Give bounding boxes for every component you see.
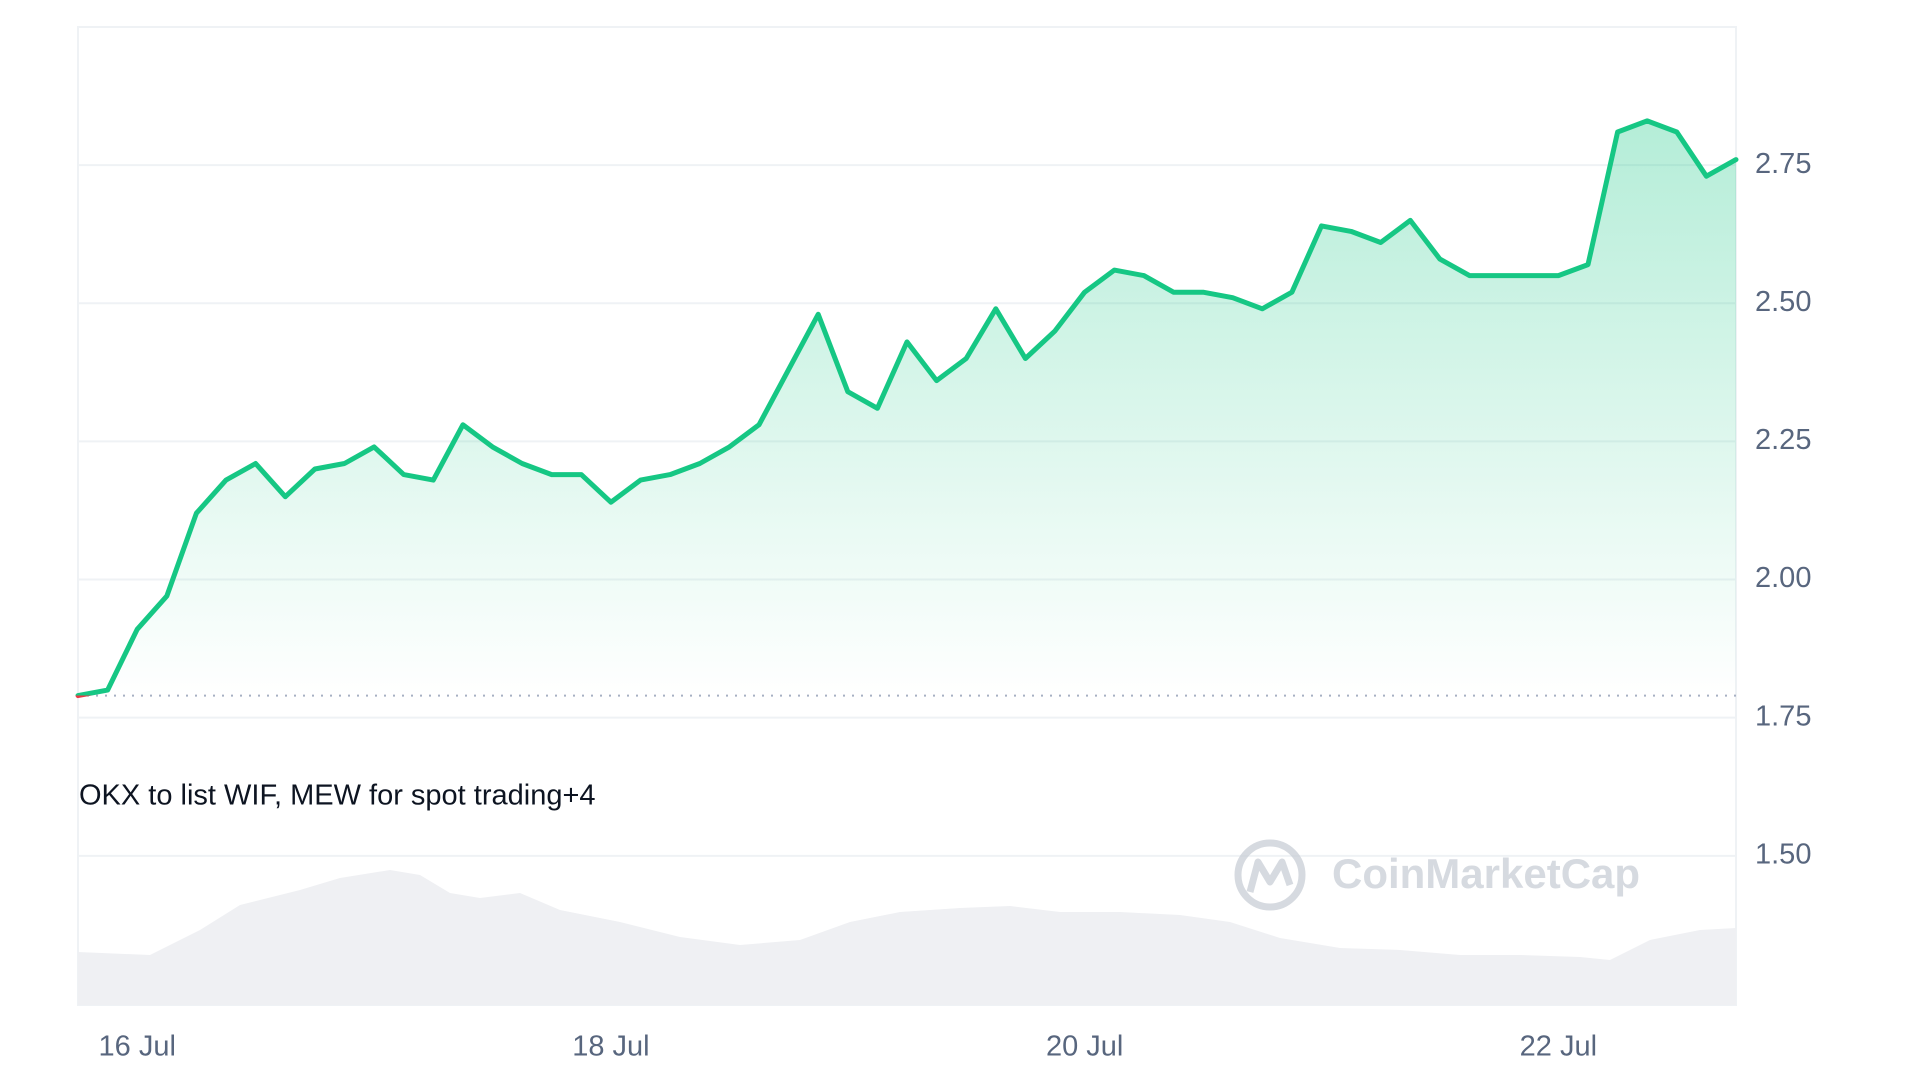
volume-area	[78, 870, 1736, 1005]
y-tick-label: 2.50	[1755, 286, 1811, 318]
watermark-text: CoinMarketCap	[1332, 850, 1640, 897]
x-tick-label: 22 Jul	[1520, 1031, 1597, 1063]
y-tick-label: 2.75	[1755, 148, 1811, 180]
watermark-logo-mark	[1246, 858, 1294, 893]
watermark: CoinMarketCap	[1234, 839, 1640, 911]
y-tick-label: 2.25	[1755, 424, 1811, 456]
x-tick-label: 16 Jul	[99, 1031, 176, 1063]
price-line	[75, 118, 1739, 699]
y-tick-label: 1.75	[1755, 700, 1811, 732]
x-tick-label: 18 Jul	[572, 1031, 649, 1063]
x-tick-label: 20 Jul	[1046, 1031, 1123, 1063]
annotation: OKX to list WIF, MEW for spot trading+4	[79, 780, 596, 812]
y-tick-label: 1.50	[1755, 838, 1811, 870]
watermark-logo	[1234, 839, 1306, 911]
y-tick-label: 2.00	[1755, 562, 1811, 594]
price-area	[78, 120, 1736, 696]
